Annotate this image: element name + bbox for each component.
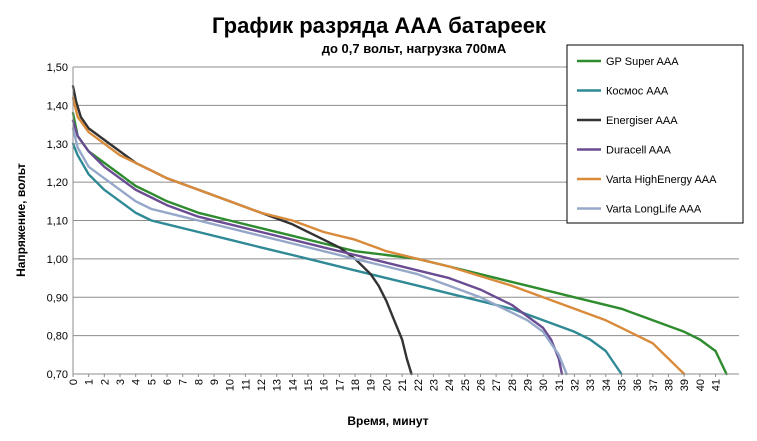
x-tick-label: 23 — [428, 379, 440, 391]
legend-label: Космос AAA — [606, 86, 669, 98]
x-tick-label: 11 — [240, 379, 252, 390]
x-tick-label: 36 — [632, 379, 644, 391]
x-tick-label: 9 — [209, 379, 221, 385]
x-tick-label: 5 — [146, 379, 158, 385]
x-tick-label: 31 — [554, 379, 566, 391]
x-tick-label: 4 — [131, 379, 143, 385]
legend: GP Super AAA Космос AAA Energiser AAA Durac… — [566, 44, 744, 224]
x-tick-label: 0 — [68, 379, 80, 385]
series-line — [71, 127, 568, 376]
x-tick-label: 24 — [444, 379, 456, 391]
x-tick-label: 1 — [84, 379, 96, 385]
series-line — [71, 142, 623, 376]
x-tick-label: 41 — [710, 379, 722, 391]
x-tick-label: 35 — [616, 379, 628, 391]
x-tick-label: 26 — [475, 379, 487, 391]
x-tick-label: 19 — [366, 379, 378, 391]
x-tick-label: 12 — [256, 379, 268, 391]
series-line — [71, 119, 564, 376]
x-tick-label: 25 — [460, 379, 472, 391]
chart-title: График разряда ААА батареек — [212, 13, 547, 38]
legend-label: Energiser AAA — [606, 115, 678, 127]
x-tick-label: 14 — [287, 379, 299, 391]
x-tick-label: 17 — [334, 379, 346, 391]
x-tick-label: 15 — [303, 379, 315, 391]
y-tick-label: 1,50 — [47, 62, 68, 74]
x-tick-label: 16 — [319, 379, 331, 391]
y-tick-label: 0,90 — [47, 292, 68, 304]
grid-layer — [73, 66, 739, 375]
y-axis-title: Напряжение, вольт — [14, 163, 28, 277]
y-tick-label: 1,20 — [47, 177, 68, 189]
x-tick-label: 32 — [569, 379, 581, 391]
x-tick-label: 6 — [162, 379, 174, 385]
x-tick-label: 3 — [115, 379, 127, 385]
x-tick-label: 38 — [663, 379, 675, 391]
chart-subtitle: до 0,7 вольт, нагрузка 700мА — [322, 41, 507, 56]
x-tick-label: 28 — [507, 379, 519, 391]
y-tick-label: 1,30 — [47, 139, 68, 151]
y-tick-label: 1,40 — [47, 100, 68, 112]
legend-label: Duracell AAA — [606, 145, 671, 157]
x-tick-label: 18 — [350, 379, 362, 391]
x-tick-label: 8 — [193, 379, 205, 385]
axis-layer: 0,700,800,901,001,101,201,301,401,500 1 2 3… — [47, 62, 739, 391]
legend-box — [566, 44, 744, 224]
y-tick-label: 1,10 — [47, 216, 68, 228]
x-tick-label: 33 — [585, 379, 597, 391]
series-line — [71, 111, 728, 376]
x-tick-label: 27 — [491, 379, 503, 391]
series-line — [71, 96, 686, 376]
x-tick-label: 22 — [413, 379, 425, 391]
x-axis-title: Время, минут — [347, 414, 428, 428]
legend-label: Varta LongLife AAA — [606, 204, 702, 216]
x-tick-label: 20 — [381, 379, 393, 391]
x-tick-label: 30 — [538, 379, 550, 391]
legend-label: GP Super AAA — [606, 56, 679, 68]
legend-label: Varta HighEnergy AAA — [606, 174, 717, 186]
x-tick-label: 10 — [225, 379, 237, 391]
x-tick-label: 39 — [679, 379, 691, 391]
x-tick-label: 7 — [178, 379, 190, 385]
series-layer — [71, 84, 728, 376]
x-tick-label: 2 — [99, 379, 111, 385]
y-tick-label: 0,70 — [47, 369, 68, 381]
y-tick-label: 0,80 — [47, 331, 68, 343]
x-tick-label: 21 — [397, 379, 409, 391]
x-tick-label: 29 — [522, 379, 534, 391]
x-tick-label: 13 — [272, 379, 284, 391]
y-tick-label: 1,00 — [47, 254, 68, 266]
x-tick-label: 34 — [601, 379, 613, 391]
x-tick-label: 40 — [695, 379, 707, 391]
x-tick-label: 37 — [648, 379, 660, 391]
